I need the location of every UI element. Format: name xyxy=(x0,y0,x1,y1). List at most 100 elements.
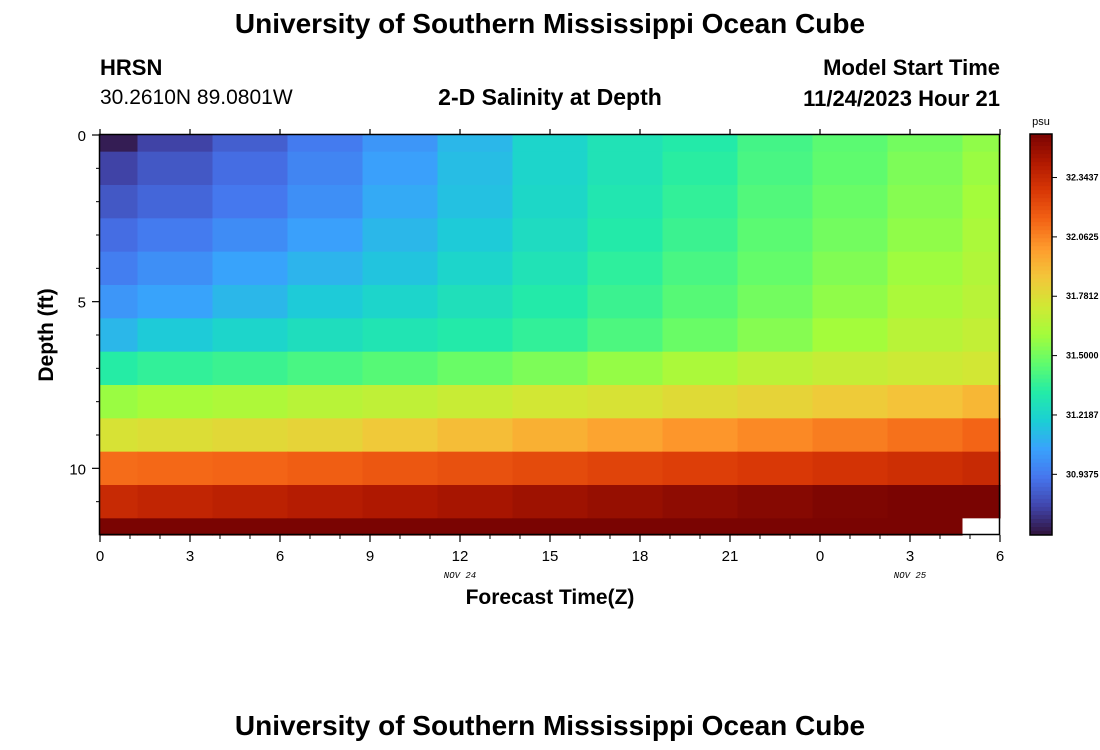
heatmap-cell xyxy=(512,285,589,319)
model-start-label: Model Start Time xyxy=(823,55,1000,80)
x-date-label: NOV 25 xyxy=(894,571,927,581)
heatmap-cell xyxy=(887,418,964,453)
colorbar-segment xyxy=(1030,390,1052,396)
footer-title: University of Southern Mississippi Ocean… xyxy=(234,710,866,741)
heatmap-cell xyxy=(362,485,439,519)
colorbar-segment xyxy=(1030,326,1052,331)
heatmap-cell xyxy=(137,285,214,319)
model-start-value: 11/24/2023 Hour 21 xyxy=(803,86,1000,111)
colorbar-segment xyxy=(1030,502,1052,508)
colorbar-segment xyxy=(1030,338,1052,344)
colorbar-segment xyxy=(1030,442,1052,448)
colorbar-segment xyxy=(1030,150,1052,155)
heatmap-cell xyxy=(812,285,889,319)
heatmap-cell xyxy=(737,385,814,419)
colorbar-segment xyxy=(1030,210,1052,215)
heatmap-cell xyxy=(512,418,589,453)
heatmap-cell xyxy=(587,351,664,386)
heatmap-cell xyxy=(662,285,739,319)
heatmap-cell xyxy=(512,485,589,519)
heatmap-cell xyxy=(437,385,514,419)
colorbar-segment xyxy=(1030,314,1052,319)
colorbar-segment xyxy=(1030,346,1052,352)
heatmap-cell xyxy=(962,418,1001,453)
heatmap-cell xyxy=(662,418,739,453)
colorbar-segment xyxy=(1030,214,1052,219)
heatmap-cell xyxy=(362,418,439,453)
heatmap-cell xyxy=(962,135,1001,153)
heatmap-cell xyxy=(887,385,964,419)
colorbar-segment xyxy=(1030,146,1052,151)
heatmap-cell xyxy=(962,485,1001,519)
colorbar-segment xyxy=(1030,402,1052,408)
heatmap-cell xyxy=(812,518,889,536)
heatmap-cell xyxy=(812,251,889,286)
colorbar-segment xyxy=(1030,522,1052,528)
heatmap-cell xyxy=(212,185,289,219)
heatmap-cell xyxy=(100,185,139,219)
heatmap-cell xyxy=(812,135,889,153)
heatmap-cell xyxy=(437,485,514,519)
heatmap-cell xyxy=(512,251,589,286)
colorbar-segment xyxy=(1030,366,1052,372)
heatmap-cell xyxy=(587,518,664,536)
heatmap-cell xyxy=(512,451,589,486)
heatmap-cell xyxy=(362,185,439,219)
colorbar-segment xyxy=(1030,318,1052,323)
heatmap-cell xyxy=(437,318,514,353)
heatmap-cell xyxy=(287,451,364,486)
heatmap-cell xyxy=(662,218,739,253)
heatmap-cell xyxy=(212,451,289,486)
heatmap-cell xyxy=(137,218,214,253)
heatmap-cell xyxy=(737,135,814,153)
heatmap-cell xyxy=(662,518,739,536)
y-tick-label: 10 xyxy=(69,461,86,478)
heatmap-cell xyxy=(100,451,139,486)
heatmap-cell xyxy=(287,418,364,453)
heatmap-cell xyxy=(437,451,514,486)
colorbar-segment xyxy=(1030,498,1052,504)
heatmap-cell xyxy=(662,135,739,153)
heatmap-cell xyxy=(287,518,364,536)
heatmap-cell xyxy=(137,135,214,153)
heatmap-cell xyxy=(587,285,664,319)
colorbar-segment xyxy=(1030,162,1052,167)
heatmap-cell xyxy=(962,518,1001,536)
heatmap-cell xyxy=(287,351,364,386)
colorbar-segment xyxy=(1030,374,1052,380)
heatmap-cell xyxy=(737,518,814,536)
heatmap-cell xyxy=(737,451,814,486)
heatmap-cell xyxy=(737,151,814,186)
heatmap-cell xyxy=(512,135,589,153)
colorbar-segment xyxy=(1030,454,1052,460)
colorbar-segment xyxy=(1030,238,1052,243)
heatmap-cell xyxy=(662,451,739,486)
heatmap-cell xyxy=(100,135,139,153)
heatmap-cell xyxy=(662,485,739,519)
x-tick-label: 3 xyxy=(186,548,194,565)
colorbar-segment xyxy=(1030,394,1052,400)
heatmap-cell xyxy=(962,451,1001,486)
heatmap-cell xyxy=(587,151,664,186)
chart-title: University of Southern Mississippi Ocean… xyxy=(234,8,866,39)
heatmap-cell xyxy=(100,418,139,453)
colorbar-segment xyxy=(1030,470,1052,476)
colorbar-segment xyxy=(1030,362,1052,368)
colorbar-segment xyxy=(1030,466,1052,472)
colorbar-segment xyxy=(1030,242,1052,247)
heatmap-cell xyxy=(812,151,889,186)
heatmap-cell xyxy=(587,451,664,486)
heatmap-cell xyxy=(512,518,589,536)
colorbar-segment xyxy=(1030,266,1052,271)
heatmap-cell xyxy=(100,385,139,419)
heatmap-cell xyxy=(737,418,814,453)
heatmap-cell xyxy=(212,418,289,453)
colorbar-segment xyxy=(1030,518,1052,524)
colorbar-segment xyxy=(1030,342,1052,348)
colorbar-segment xyxy=(1030,438,1052,444)
heatmap-cell xyxy=(212,218,289,253)
heatmap-cell xyxy=(437,135,514,153)
heatmap-cell xyxy=(212,385,289,419)
heatmap-cell xyxy=(437,251,514,286)
colorbar-segment xyxy=(1030,418,1052,424)
